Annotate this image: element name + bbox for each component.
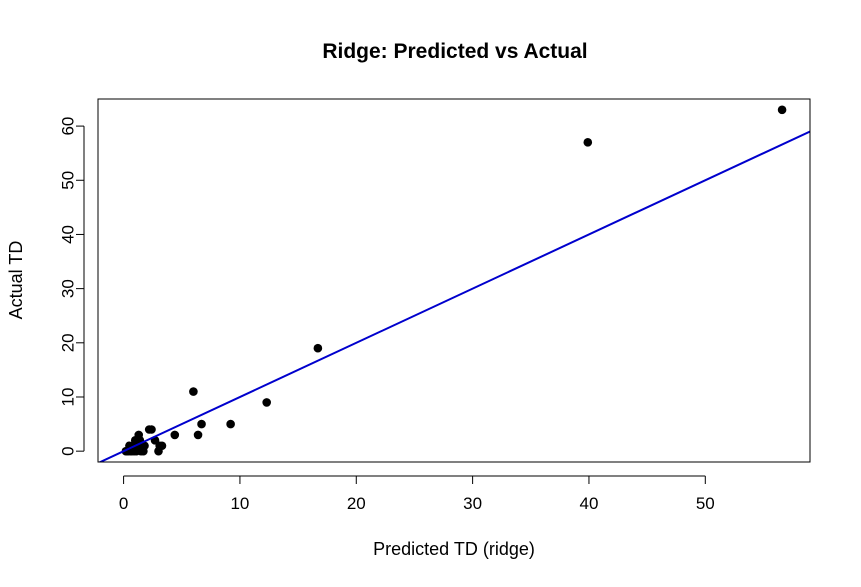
y-axis: 0 10 20 30 40 50 60	[59, 117, 85, 456]
data-point	[140, 441, 149, 451]
y-tick-label: 30	[59, 279, 78, 298]
plot-box	[97, 98, 811, 463]
reference-line	[98, 130, 810, 462]
data-point	[197, 419, 206, 429]
data-point	[157, 441, 167, 451]
y-tick-label: 60	[59, 117, 78, 136]
data-point	[262, 398, 271, 407]
x-tick-label: 20	[347, 494, 366, 513]
y-tick-label: 50	[59, 171, 78, 190]
y-axis-label: Actual TD	[6, 241, 26, 320]
y-tick-label: 10	[59, 388, 78, 407]
x-tick-label: 40	[579, 494, 598, 513]
chart-title: Ridge: Predicted vs Actual	[322, 40, 587, 63]
data-point	[189, 387, 198, 396]
x-tick-label: 30	[463, 494, 482, 513]
data-point	[193, 430, 203, 440]
x-tick-label: 0	[119, 494, 128, 513]
x-axis-label: Predicted TD (ridge)	[373, 539, 535, 559]
x-axis: 0 10 20 30 40 50	[119, 475, 715, 513]
x-tick-label: 50	[696, 494, 715, 513]
data-point	[777, 105, 787, 115]
y-tick-label: 20	[59, 333, 78, 352]
y-tick-label: 0	[59, 446, 78, 455]
data-point	[583, 138, 593, 147]
data-point	[226, 419, 235, 429]
data-point	[147, 425, 156, 434]
data-point	[313, 343, 323, 353]
x-tick-label: 10	[230, 494, 249, 513]
y-tick-label: 40	[59, 225, 78, 244]
data-point	[170, 430, 180, 440]
